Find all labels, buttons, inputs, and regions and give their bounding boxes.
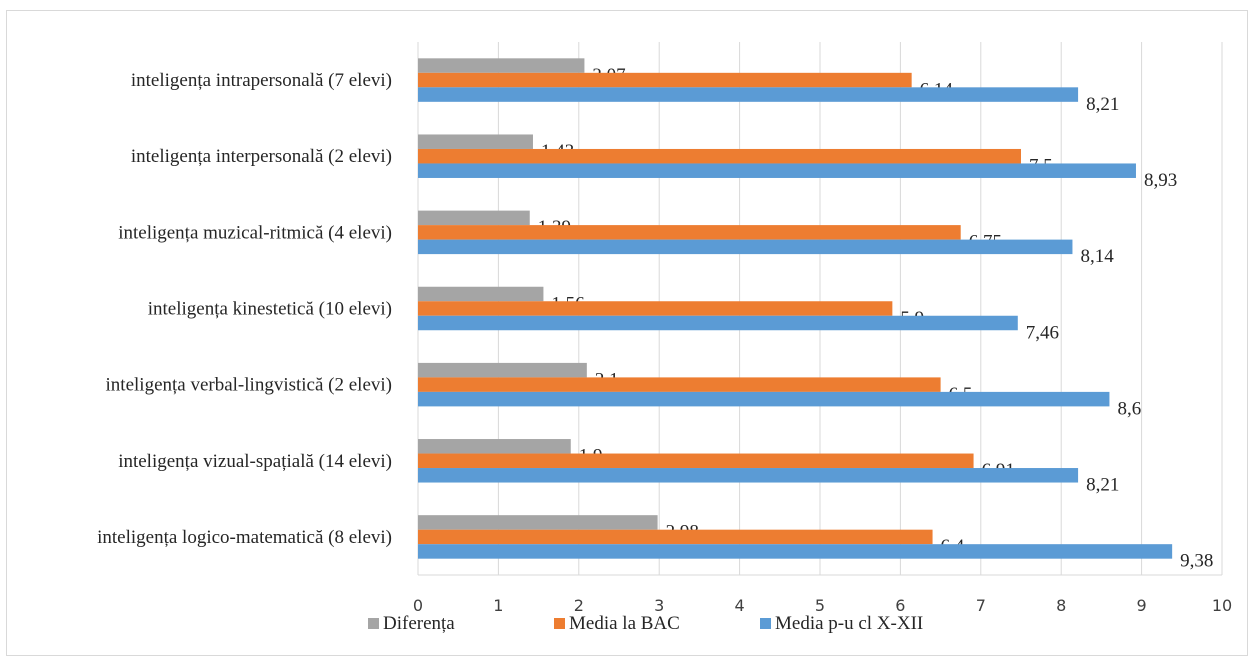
data-label: 8,21 (1086, 475, 1119, 496)
category-label: inteligența intrapersonală (7 elevi) (131, 70, 392, 91)
legend-swatch (760, 618, 771, 629)
data-label: 9,38 (1180, 551, 1213, 572)
bar (418, 87, 1079, 102)
bar (418, 391, 1110, 407)
bar (418, 239, 1073, 255)
bar (418, 453, 974, 469)
category-label: inteligența kinestetică (10 elevi) (148, 299, 392, 320)
legend-label: Media la BAC (569, 613, 680, 634)
bar (418, 225, 961, 240)
bar (418, 163, 1136, 178)
bar (418, 362, 587, 378)
bar (418, 58, 585, 73)
data-label: 8,6 (1117, 398, 1141, 419)
legend-swatch (368, 618, 379, 629)
bar (418, 301, 893, 316)
legend-swatch (554, 618, 565, 629)
bar (418, 72, 912, 88)
category-label: inteligența interpersonală (2 elevi) (131, 146, 392, 167)
x-tick-label: 10 (1212, 596, 1232, 615)
x-tick-label: 0 (413, 596, 423, 615)
bar (418, 377, 941, 392)
category-label: inteligența verbal-lingvistică (2 elevi) (106, 375, 392, 396)
x-tick-label: 4 (735, 596, 745, 615)
bar (418, 148, 1021, 164)
bar (418, 134, 533, 149)
bar (418, 439, 571, 454)
bar (418, 515, 658, 530)
x-tick-label: 2 (574, 596, 584, 615)
bar (418, 210, 530, 226)
data-label: 7,46 (1026, 322, 1059, 343)
x-tick-label: 1 (493, 596, 503, 615)
x-tick-label: 7 (976, 596, 986, 615)
category-label: inteligența muzical-ritmică (4 elevi) (118, 222, 392, 243)
x-tick-label: 6 (895, 596, 905, 615)
bar (418, 286, 544, 302)
bar (418, 544, 1173, 559)
category-label: inteligența logico-matematică (8 elevi) (97, 527, 392, 548)
legend-label: Diferența (383, 613, 455, 634)
bar (418, 529, 933, 545)
data-label: 8,93 (1144, 170, 1177, 191)
category-label: inteligența vizual-spațială (14 elevi) (118, 451, 392, 472)
x-tick-label: 5 (815, 596, 825, 615)
bar (418, 468, 1079, 483)
bar (418, 315, 1018, 331)
data-label: 8,14 (1080, 246, 1114, 267)
x-tick-label: 9 (1137, 596, 1147, 615)
legend-label: Media p-u cl X-XII (775, 613, 923, 634)
x-tick-label: 3 (654, 596, 664, 615)
data-label: 8,21 (1086, 94, 1119, 115)
x-tick-label: 8 (1056, 596, 1066, 615)
